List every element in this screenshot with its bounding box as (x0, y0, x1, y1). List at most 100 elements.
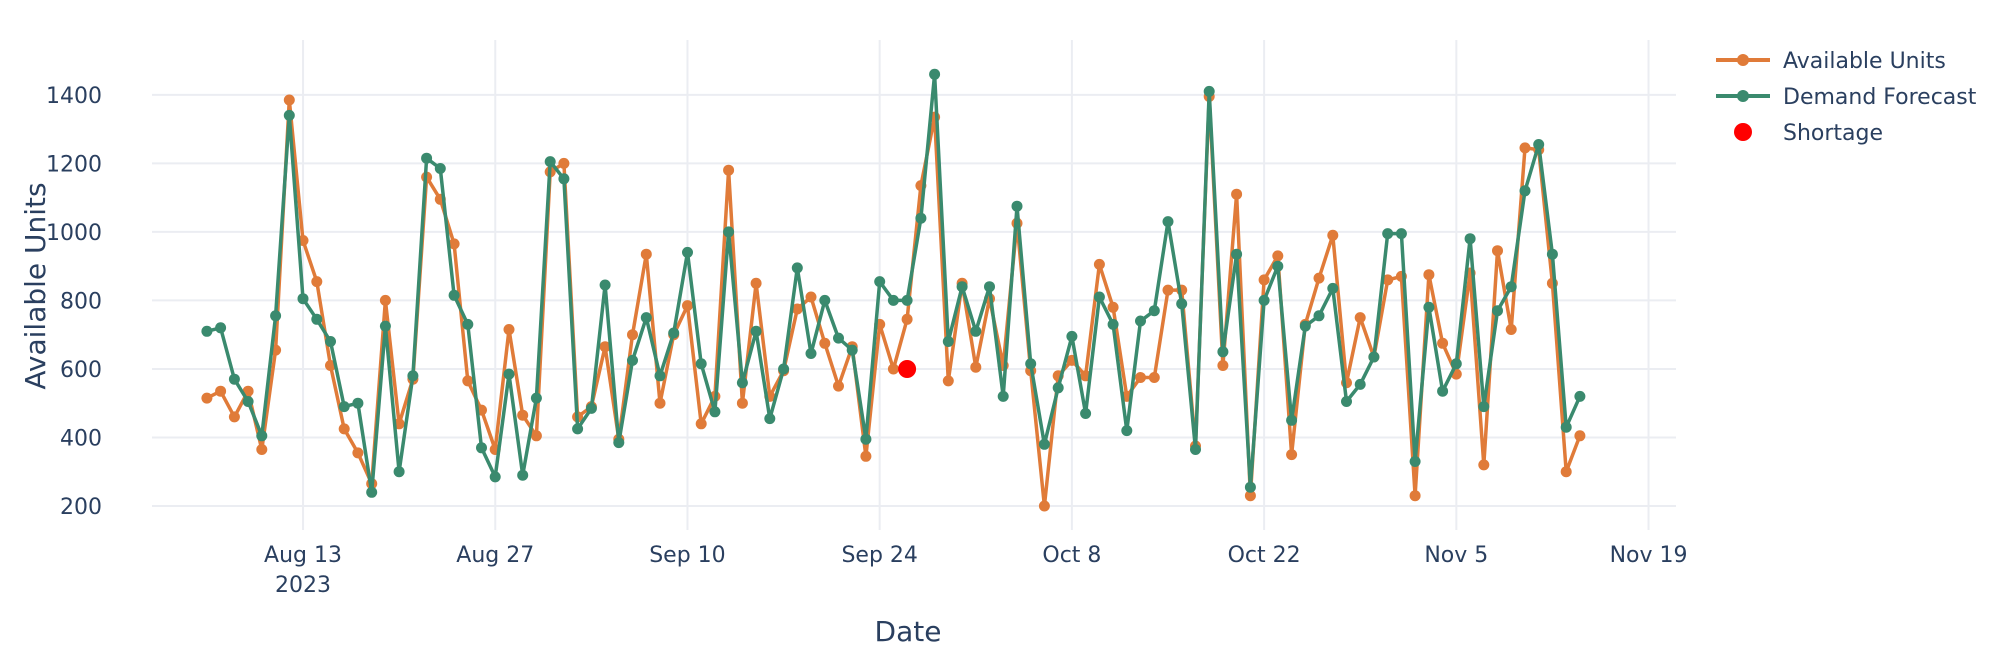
data-point-demand-forecast[interactable] (1327, 282, 1339, 294)
data-point-demand-forecast[interactable] (1409, 456, 1421, 467)
data-point-demand-forecast[interactable] (1492, 305, 1503, 317)
data-point-available-units[interactable] (228, 411, 240, 423)
data-point-available-units[interactable] (1327, 229, 1339, 241)
data-point-available-units[interactable] (1492, 245, 1503, 257)
data-point-demand-forecast[interactable] (833, 332, 844, 344)
data-point-demand-forecast[interactable] (764, 413, 776, 425)
data-point-demand-forecast[interactable] (929, 68, 941, 80)
data-point-demand-forecast[interactable] (1478, 401, 1490, 413)
data-point-available-units[interactable] (819, 337, 831, 349)
data-point-demand-forecast[interactable] (599, 279, 611, 291)
data-point-demand-forecast[interactable] (1464, 233, 1476, 245)
data-point-demand-forecast[interactable] (887, 294, 899, 306)
data-point-demand-forecast[interactable] (1231, 248, 1243, 260)
data-point-demand-forecast[interactable] (860, 433, 872, 445)
data-point-demand-forecast[interactable] (297, 293, 309, 305)
data-point-demand-forecast[interactable] (627, 354, 638, 366)
data-point-available-units[interactable] (682, 300, 693, 312)
data-point-available-units[interactable] (1382, 274, 1394, 286)
data-point-available-units[interactable] (654, 397, 666, 409)
data-point-demand-forecast[interactable] (1272, 260, 1284, 272)
data-point-demand-forecast[interactable] (256, 430, 268, 442)
data-point-demand-forecast[interactable] (640, 312, 652, 324)
data-point-demand-forecast[interactable] (1066, 330, 1078, 342)
data-point-demand-forecast[interactable] (695, 358, 707, 370)
data-point-available-units[interactable] (517, 409, 529, 421)
data-point-demand-forecast[interactable] (434, 163, 446, 174)
data-point-demand-forecast[interactable] (1025, 358, 1037, 370)
data-point-demand-forecast[interactable] (956, 281, 968, 293)
data-point-available-units[interactable] (736, 397, 748, 409)
data-point-available-units[interactable] (503, 324, 515, 335)
data-point-demand-forecast[interactable] (1423, 301, 1435, 313)
data-point-demand-forecast[interactable] (407, 370, 419, 382)
data-point-available-units[interactable] (1423, 269, 1435, 281)
data-point-demand-forecast[interactable] (1450, 358, 1462, 370)
data-point-available-units[interactable] (833, 380, 844, 392)
data-point-demand-forecast[interactable] (1395, 228, 1407, 240)
data-point-demand-forecast[interactable] (1560, 421, 1572, 433)
legend-item-available-units[interactable]: Available Units (1716, 49, 1946, 74)
data-point-demand-forecast[interactable] (1052, 382, 1064, 394)
data-point-demand-forecast[interactable] (997, 390, 1009, 402)
data-point-available-units[interactable] (338, 423, 350, 435)
data-point-available-units[interactable] (1135, 372, 1146, 383)
data-point-demand-forecast[interactable] (846, 344, 858, 356)
data-point-demand-forecast[interactable] (421, 152, 433, 164)
data-point-demand-forecast[interactable] (613, 437, 625, 449)
data-point-available-units[interactable] (558, 157, 570, 169)
data-point-available-units[interactable] (750, 277, 762, 289)
data-point-demand-forecast[interactable] (1533, 139, 1545, 150)
data-point-demand-forecast[interactable] (270, 310, 282, 322)
data-point-demand-forecast[interactable] (750, 325, 762, 337)
data-point-available-units[interactable] (791, 303, 803, 315)
data-point-demand-forecast[interactable] (942, 336, 954, 347)
data-point-demand-forecast[interactable] (572, 423, 584, 435)
data-point-demand-forecast[interactable] (1148, 305, 1160, 317)
data-point-demand-forecast[interactable] (1038, 438, 1050, 450)
data-point-demand-forecast[interactable] (366, 486, 378, 498)
data-point-available-units[interactable] (1107, 301, 1119, 313)
data-point-available-units[interactable] (805, 291, 817, 303)
data-point-available-units[interactable] (695, 418, 707, 430)
data-point-demand-forecast[interactable] (558, 173, 570, 185)
data-point-demand-forecast[interactable] (1299, 320, 1311, 332)
data-point-available-units[interactable] (1244, 490, 1256, 502)
data-point-demand-forecast[interactable] (530, 392, 542, 404)
data-point-demand-forecast[interactable] (585, 402, 597, 414)
data-point-demand-forecast[interactable] (393, 466, 405, 478)
data-point-available-units[interactable] (1038, 500, 1050, 512)
data-point-demand-forecast[interactable] (1368, 351, 1380, 363)
data-point-demand-forecast[interactable] (476, 442, 487, 454)
data-point-available-units[interactable] (1162, 284, 1174, 296)
data-point-demand-forecast[interactable] (736, 377, 748, 389)
data-point-available-units[interactable] (311, 276, 323, 288)
data-point-available-units[interactable] (1409, 490, 1421, 502)
data-point-demand-forecast[interactable] (228, 373, 240, 385)
data-point-available-units[interactable] (723, 164, 735, 176)
data-point-demand-forecast[interactable] (1203, 85, 1215, 97)
data-point-demand-forecast[interactable] (1519, 185, 1531, 197)
data-point-demand-forecast[interactable] (668, 327, 680, 339)
data-point-demand-forecast[interactable] (517, 469, 529, 481)
data-point-demand-forecast[interactable] (1574, 390, 1586, 402)
data-point-available-units[interactable] (1478, 459, 1490, 471)
data-point-demand-forecast[interactable] (242, 396, 254, 407)
data-point-demand-forecast[interactable] (448, 289, 460, 301)
data-point-demand-forecast[interactable] (325, 336, 336, 347)
data-point-demand-forecast[interactable] (1162, 216, 1174, 228)
data-point-demand-forecast[interactable] (201, 325, 213, 337)
data-point-demand-forecast[interactable] (874, 276, 886, 288)
data-point-available-units[interactable] (1231, 188, 1243, 200)
data-point-available-units[interactable] (942, 375, 954, 387)
data-point-demand-forecast[interactable] (1313, 310, 1325, 322)
data-point-demand-forecast[interactable] (1258, 294, 1270, 306)
data-point-demand-forecast[interactable] (915, 212, 927, 224)
data-point-available-units[interactable] (352, 447, 364, 459)
data-point-demand-forecast[interactable] (311, 313, 323, 325)
data-point-demand-forecast[interactable] (805, 348, 817, 359)
data-point-demand-forecast[interactable] (654, 370, 666, 382)
data-point-available-units[interactable] (1560, 466, 1572, 478)
data-point-demand-forecast[interactable] (1286, 414, 1298, 426)
data-point-available-units[interactable] (1217, 360, 1229, 371)
